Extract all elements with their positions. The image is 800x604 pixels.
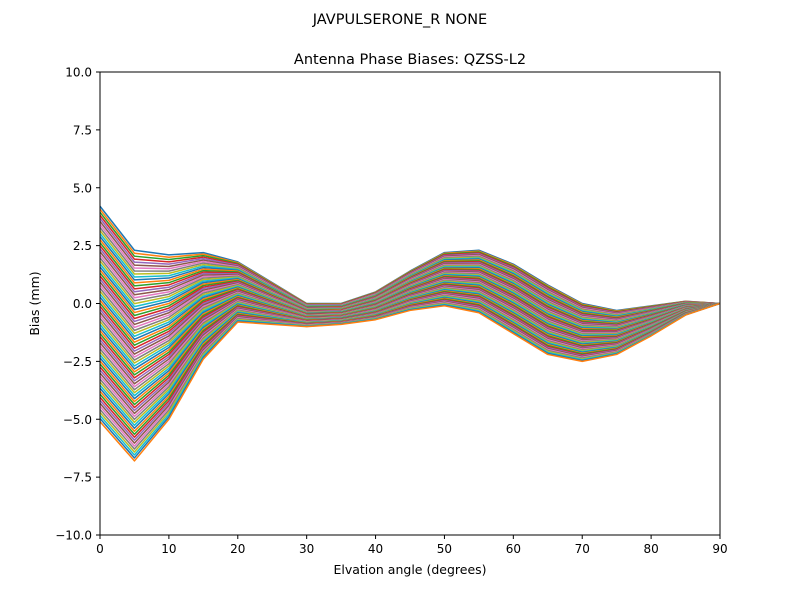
y-tick-label: −10.0 — [55, 529, 92, 543]
y-tick-label: −7.5 — [63, 471, 92, 485]
x-tick-label: 0 — [96, 542, 104, 556]
chart-title: Antenna Phase Biases: QZSS-L2 — [294, 52, 526, 68]
y-tick-label: 10.0 — [65, 66, 92, 80]
x-tick-label: 90 — [712, 542, 727, 556]
axes-layer: 0 10 20 30 40 50 60 70 80 90 −10.0 −7.5 −5.0 −2.5 0.0 2… — [55, 66, 727, 557]
y-tick-label: −2.5 — [63, 355, 92, 369]
figure-suptitle: JAVPULSERONE_R NONE — [312, 12, 487, 28]
x-tick-label: 50 — [437, 542, 452, 556]
y-tick-label: 0.0 — [73, 297, 92, 311]
y-tick-label: −5.0 — [63, 413, 92, 427]
y-tick-label: 2.5 — [73, 239, 92, 253]
x-tick-label: 30 — [299, 542, 314, 556]
series-layer — [100, 205, 720, 462]
y-axis-label: Bias (mm) — [27, 271, 42, 335]
x-tick-label: 80 — [643, 542, 658, 556]
x-tick-label: 40 — [368, 542, 383, 556]
y-tick-label: 5.0 — [73, 181, 92, 195]
y-tick-label: 7.5 — [73, 123, 92, 137]
x-tick-label: 70 — [575, 542, 590, 556]
x-tick-label: 20 — [230, 542, 245, 556]
x-tick-label: 10 — [161, 542, 176, 556]
x-axis-label: Elvation angle (degrees) — [333, 562, 486, 577]
series-line-72 — [100, 302, 720, 462]
x-tick-label: 60 — [506, 542, 521, 556]
